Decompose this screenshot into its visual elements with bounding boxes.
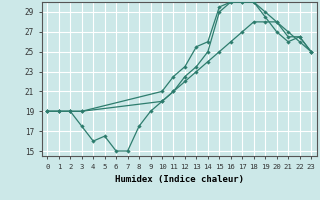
X-axis label: Humidex (Indice chaleur): Humidex (Indice chaleur): [115, 175, 244, 184]
